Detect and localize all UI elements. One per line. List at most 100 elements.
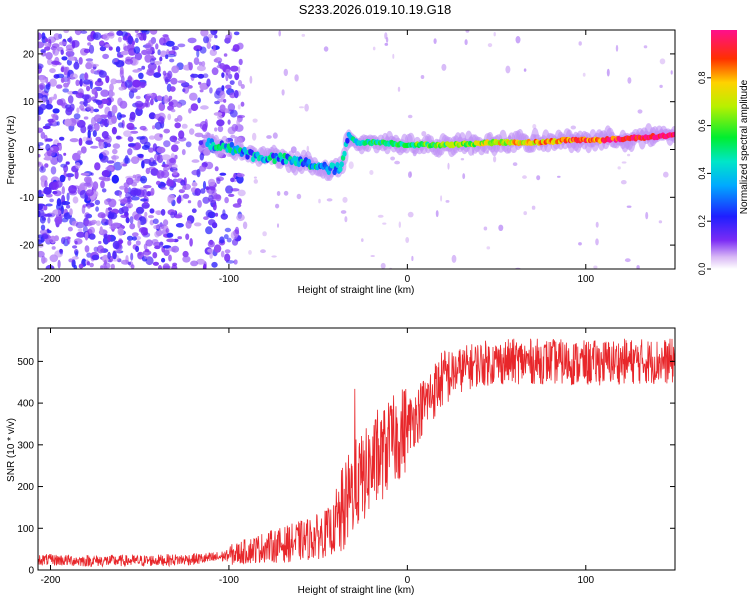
noise-speck [153, 72, 162, 78]
noise-speck [212, 44, 216, 52]
noise-speck [38, 115, 41, 122]
noise-speck [659, 58, 666, 65]
noise-speck [59, 248, 63, 253]
noise-speck [175, 223, 184, 228]
noise-speck [45, 143, 51, 151]
noise-speck [203, 216, 209, 221]
noise-speck [190, 260, 199, 267]
noise-speck [231, 48, 238, 52]
noise-speck [207, 240, 215, 248]
noise-speck [88, 233, 96, 240]
noise-speck [127, 240, 132, 246]
spectrogram-y-ticks: -20 -10 0 10 20 [20, 49, 675, 252]
noise-speck [68, 258, 74, 263]
noise-speck [102, 177, 111, 182]
noise-speck [108, 46, 113, 51]
noise-speck [223, 98, 227, 103]
ridge-point [672, 131, 675, 137]
noise-speck [230, 134, 236, 139]
noise-speck [134, 30, 139, 34]
colorbar-ticks: 0.0 0.2 0.4 0.6 0.8 [697, 72, 711, 275]
noise-speck [102, 262, 111, 269]
noise-speck [223, 53, 228, 57]
noise-speck [111, 222, 121, 228]
noise-speck [61, 56, 68, 61]
noise-speck [145, 167, 151, 175]
noise-speck [104, 221, 108, 225]
noise-speck [155, 223, 165, 230]
noise-speck [512, 162, 518, 167]
noise-speck [199, 89, 204, 93]
noise-speck [385, 36, 389, 43]
noise-speck [411, 255, 414, 262]
noise-speck [112, 143, 121, 149]
noise-speck [133, 46, 141, 54]
noise-speck [52, 209, 62, 216]
noise-speck [96, 245, 105, 254]
noise-speck [173, 214, 183, 219]
noise-speck [51, 246, 56, 250]
noise-speck [199, 83, 207, 90]
noise-speck [45, 203, 53, 207]
noise-speck [111, 126, 117, 135]
noise-speck [522, 175, 527, 179]
noise-speck [69, 138, 79, 143]
noise-speck [266, 135, 272, 139]
noise-speck [59, 136, 65, 141]
ridge-point [345, 137, 350, 144]
noise-speck [75, 221, 85, 229]
noise-speck [115, 135, 122, 140]
noise-speck [200, 105, 209, 110]
noise-speck [185, 233, 190, 240]
noise-speck [102, 53, 109, 60]
noise-speck [435, 210, 439, 218]
noise-speck [98, 70, 107, 78]
noise-speck [146, 191, 151, 197]
noise-speck [68, 56, 75, 61]
noise-speck [260, 249, 266, 254]
noise-speck [74, 170, 79, 180]
noise-speck [191, 169, 200, 176]
noise-speck [204, 118, 208, 128]
noise-speck [169, 58, 175, 63]
noise-speck [43, 257, 48, 263]
noise-speck [92, 32, 102, 41]
noise-speck [101, 118, 108, 126]
noise-speck [94, 199, 101, 206]
noise-speck [615, 44, 619, 52]
noise-speck [111, 92, 115, 96]
noise-speck [217, 115, 223, 120]
noise-speck [225, 34, 232, 41]
noise-speck [141, 65, 146, 70]
noise-speck [221, 72, 225, 78]
noise-speck [210, 30, 218, 36]
noise-speck [66, 192, 70, 202]
noise-speck [168, 95, 173, 100]
noise-speck [143, 243, 148, 250]
noise-speck [43, 84, 50, 94]
noise-speck [140, 227, 148, 236]
noise-speck [214, 166, 219, 172]
noise-speck [188, 108, 192, 114]
snr-x-label: Height of straight line (km) [298, 585, 415, 596]
noise-speck [174, 154, 178, 160]
noise-speck [68, 36, 73, 44]
noise-speck [144, 251, 149, 260]
noise-speck [127, 35, 134, 45]
noise-speck [213, 58, 218, 63]
noise-speck [229, 109, 238, 118]
noise-speck [127, 142, 136, 147]
noise-speck [135, 245, 140, 253]
noise-speck [272, 132, 278, 139]
noise-speck [107, 234, 111, 243]
noise-speck [49, 198, 54, 203]
noise-speck [154, 210, 159, 214]
noise-speck [77, 228, 83, 232]
noise-speck [88, 226, 96, 235]
noise-speck [72, 196, 79, 204]
y-tick-label: 400 [17, 399, 34, 410]
noise-speck [47, 118, 55, 123]
noise-speck [277, 223, 279, 228]
snr-y-label: SNR (10 * v/v) [6, 418, 17, 482]
noise-speck [142, 158, 152, 164]
